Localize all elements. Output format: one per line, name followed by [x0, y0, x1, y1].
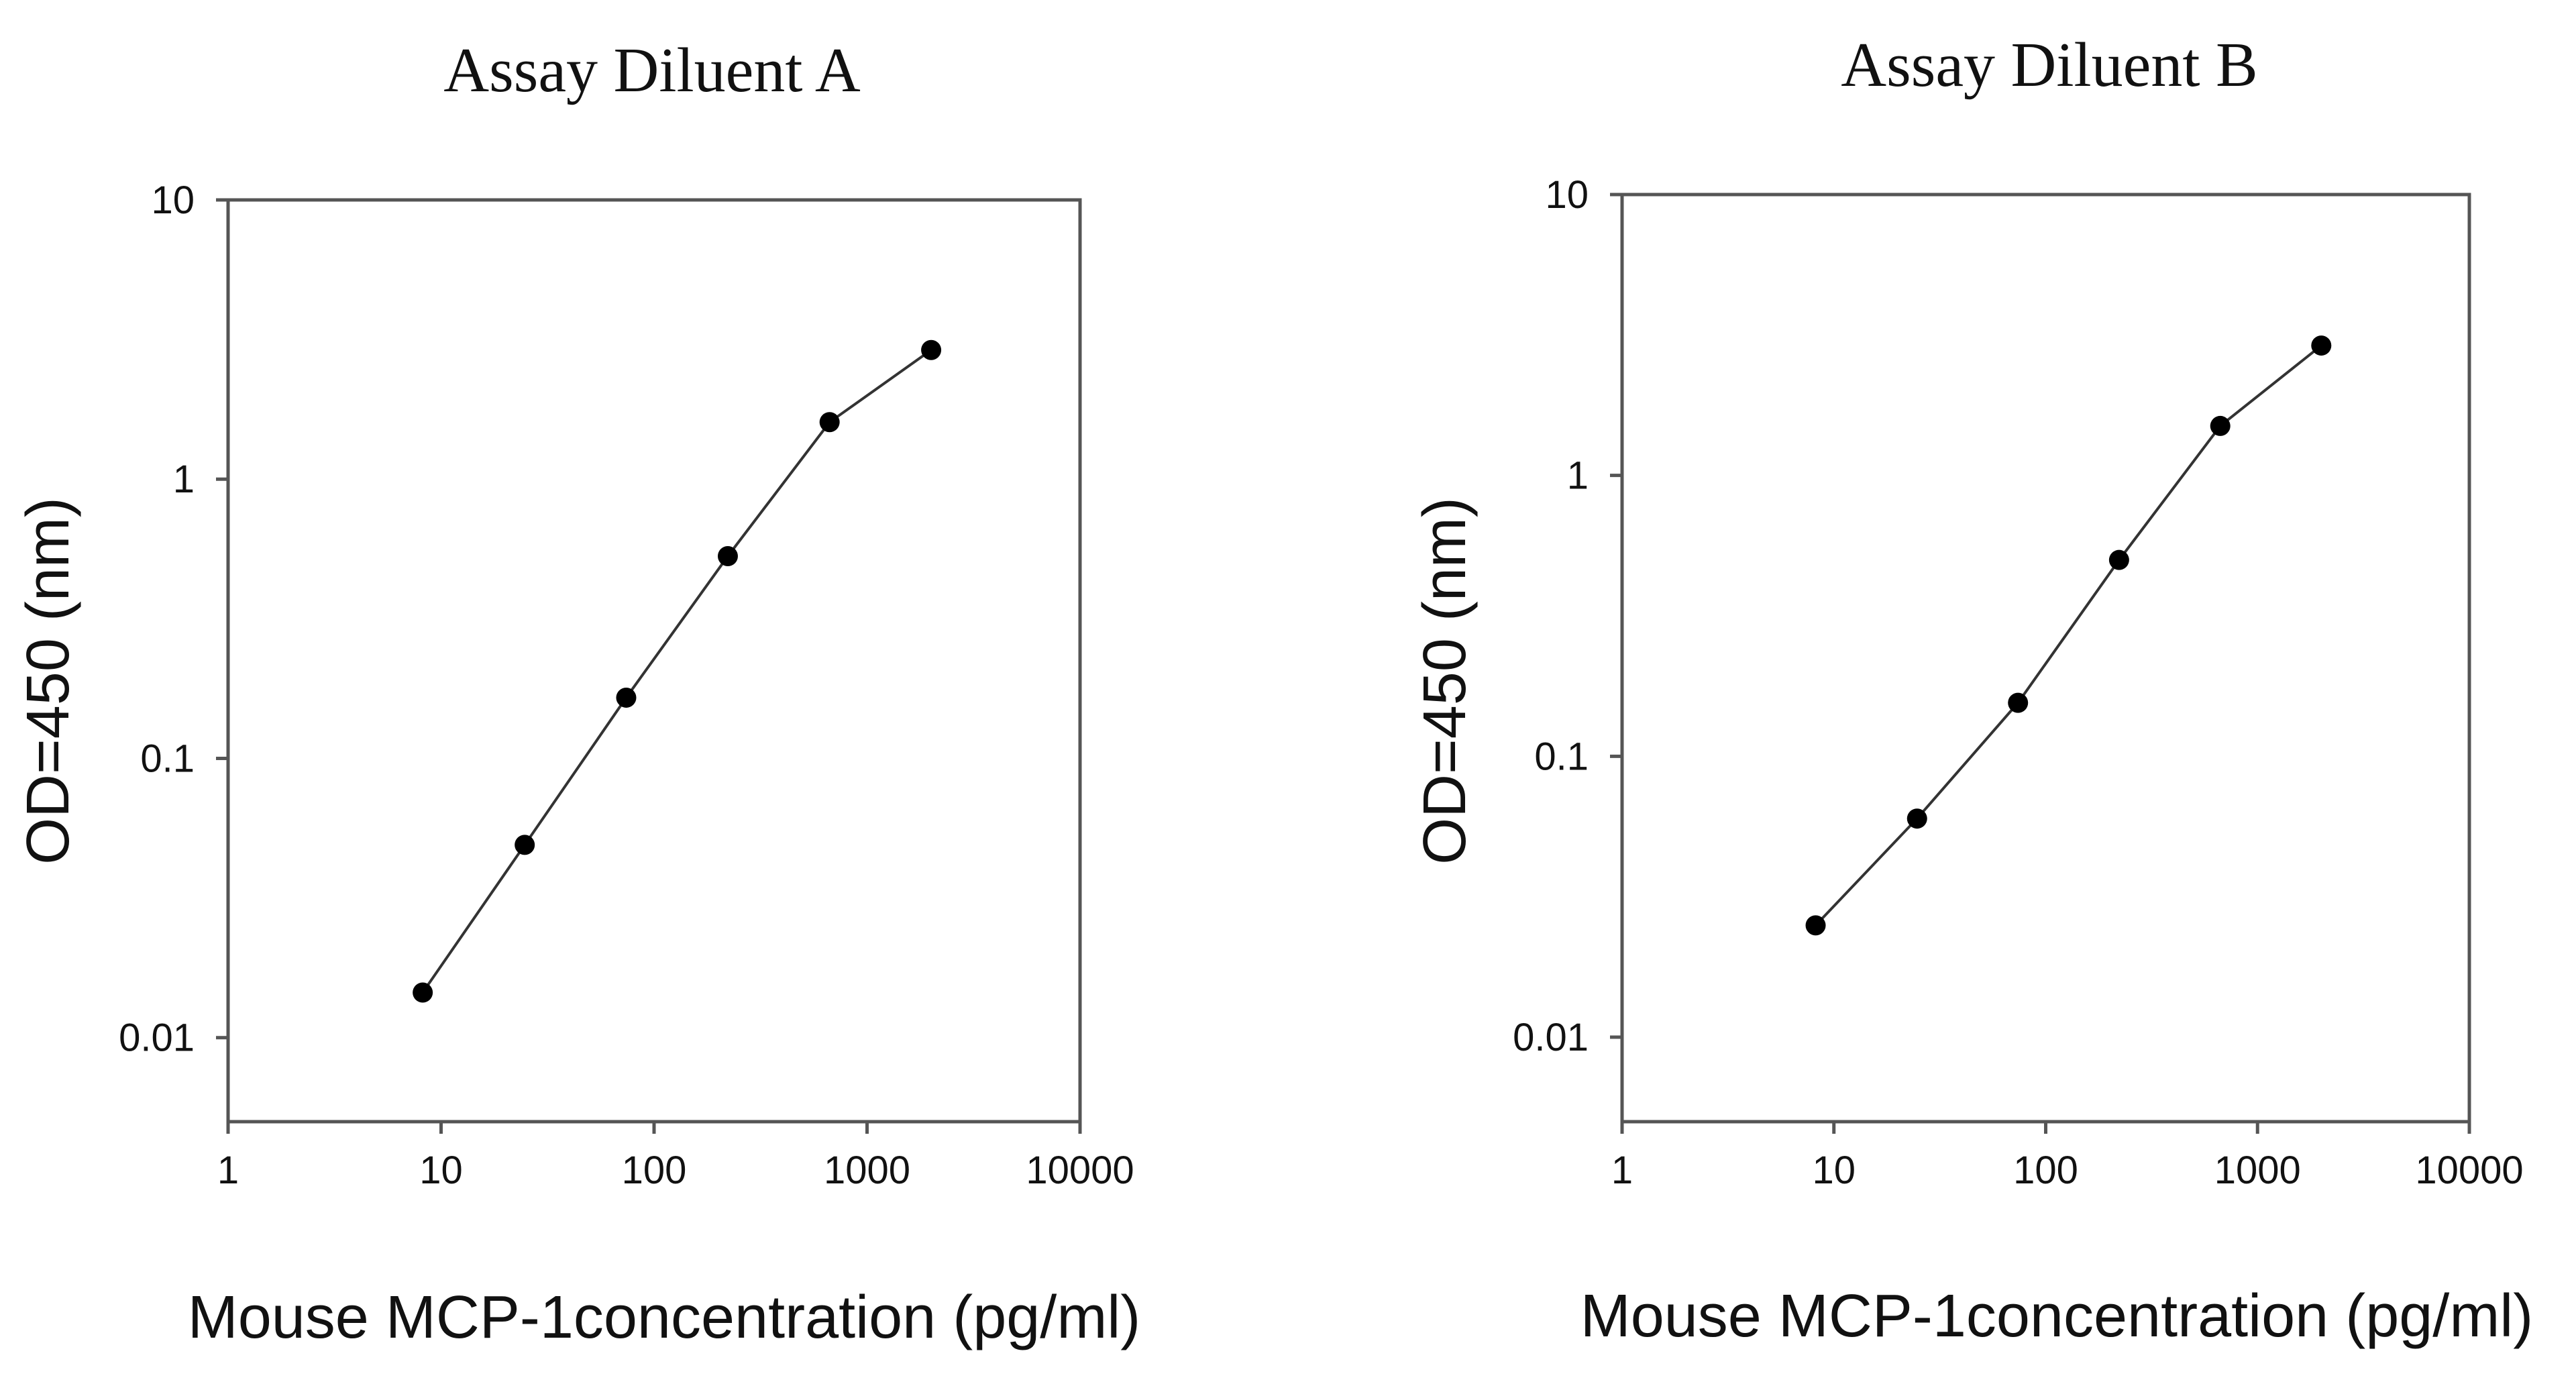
- chart-a-xtick-label: 10: [419, 1149, 463, 1192]
- chart-b-data-point: [2311, 335, 2332, 356]
- chart-a-xtick-label: 1000: [824, 1149, 910, 1192]
- chart-a-ytick-label: 1: [173, 458, 195, 501]
- chart-b-xtick-label: 1: [1611, 1149, 1633, 1192]
- chart-a-xlabel: Mouse MCP-1concentration (pg/ml): [188, 1284, 1141, 1351]
- chart-b-data-point: [2108, 549, 2129, 570]
- chart-b-ticks: 1 10 100 1000 10000 0.01 0.1 1 10: [1513, 173, 2524, 1192]
- chart-a-data-point: [413, 982, 433, 1003]
- chart-b-data-point: [1907, 808, 1927, 829]
- chart-a-xtick-label: 1: [217, 1149, 239, 1192]
- chart-a-ylabel: OD=450 (nm): [15, 497, 82, 865]
- chart-b-xtick-label: 10000: [2415, 1149, 2523, 1192]
- chart-b-ytick-label: 1: [1567, 454, 1589, 498]
- chart-a-data-point: [921, 339, 942, 360]
- chart-a-data: [413, 339, 942, 1003]
- chart-b-data-point: [2210, 415, 2231, 436]
- chart-b-title: Assay Diluent B: [1841, 30, 2257, 100]
- chart-b-plot-frame: [1620, 193, 2471, 1124]
- chart-a-data-point: [819, 412, 840, 433]
- chart-b-series-line: [1815, 344, 2322, 926]
- chart-a-data-point: [717, 545, 738, 566]
- chart-a-ytick-label: 0.01: [119, 1016, 195, 1060]
- chart-a-ytick-label: 0.1: [140, 737, 195, 780]
- chart-b-data: [1805, 335, 2332, 936]
- chart-b-ytick-label: 10: [1545, 173, 1589, 217]
- chart-b-ytick-label: 0.1: [1534, 735, 1589, 778]
- chart-b: Assay Diluent B OD=450 (nm) Mouse MCP-1c…: [1411, 30, 2533, 1350]
- chart-a-title: Assay Diluent A: [443, 36, 861, 105]
- chart-b-xlabel: Mouse MCP-1concentration (pg/ml): [1580, 1283, 2534, 1350]
- chart-a-ticks: 1 10 100 1000 10000 0.01 0.1 1 10: [119, 178, 1134, 1192]
- chart-b-data-point: [1805, 915, 1826, 936]
- chart-b-ylabel: OD=450 (nm): [1411, 497, 1479, 865]
- chart-a-ytick-label: 10: [151, 178, 195, 222]
- chart-b-ytick-label: 0.01: [1513, 1016, 1589, 1059]
- chart-a-xtick-label: 100: [622, 1149, 687, 1192]
- chart-b-xtick-label: 10: [1812, 1149, 1856, 1192]
- chart-a-data-point: [515, 835, 535, 855]
- chart-b-xtick-label: 1000: [2214, 1149, 2301, 1192]
- chart-a: Assay Diluent A OD=450 (nm) Mouse MCP-1c…: [15, 36, 1140, 1351]
- chart-a-data-point: [616, 687, 637, 708]
- chart-a-xtick-label: 10000: [1026, 1149, 1134, 1192]
- chart-b-xtick-label: 100: [2013, 1149, 2078, 1192]
- chart-b-data-point: [2008, 692, 2029, 713]
- chart-a-series-line: [421, 349, 932, 994]
